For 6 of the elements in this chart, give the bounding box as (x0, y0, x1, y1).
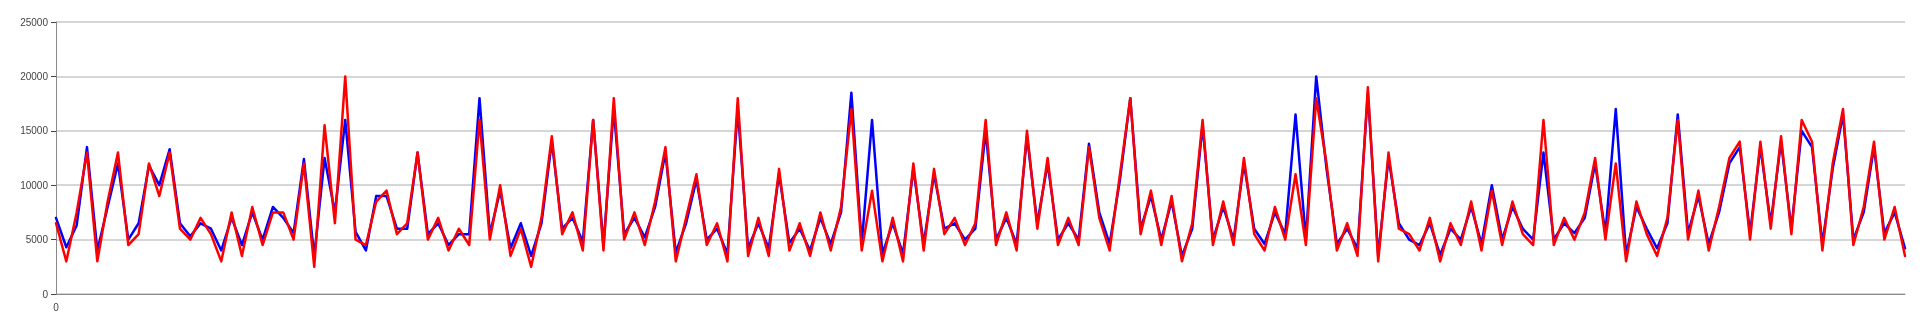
y-tick-label: 5000 (25, 234, 49, 246)
y-tick-label: 0 (42, 288, 49, 300)
y-tick-label: 10000 (20, 179, 49, 191)
y-tick-label: 15000 (20, 125, 49, 137)
y-tick-label: 20000 (20, 70, 49, 82)
y-tick-label: 25000 (20, 16, 49, 28)
